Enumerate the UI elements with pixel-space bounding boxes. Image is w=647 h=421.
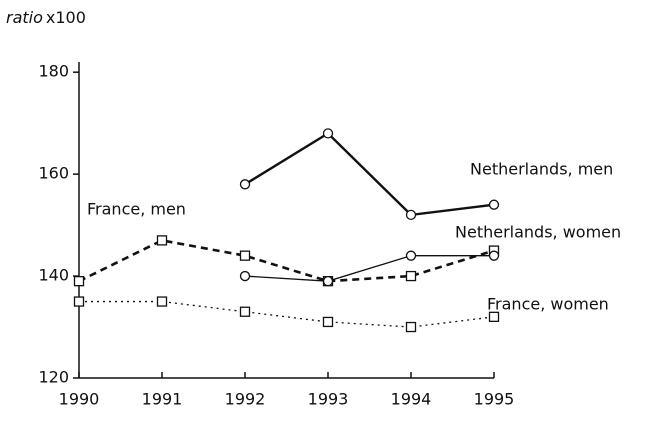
point [156,235,168,246]
point [488,311,500,322]
y-axis-title: ratio x100 [6,8,86,27]
series-label: France, women [487,295,609,314]
point [322,316,334,328]
x-tick-label: 1995 [474,390,515,409]
x-tick-label: 1991 [142,390,183,409]
series-line [244,255,494,282]
point [488,199,500,210]
point [405,250,417,261]
y-label: ratio [6,8,43,27]
y-tick-label: 120 [38,368,69,387]
point [239,270,251,282]
x-tick-label: 1993 [308,390,349,409]
point [488,250,500,261]
point [405,270,417,282]
x-tick-label: 1990 [59,390,100,409]
series-line [244,131,495,217]
y-tick-label: 140 [38,266,69,285]
y-tick-label: 160 [38,164,69,183]
series-label: France, men [87,200,186,219]
x-tick-label: 1994 [391,390,432,409]
series-label: Netherlands, men [470,160,613,179]
point [73,276,85,287]
point [239,179,251,190]
x-tick-label: 1992 [225,390,266,409]
series-line [79,300,495,328]
point [239,250,251,261]
y-tick-label: 180 [38,62,69,81]
series-line [78,239,495,283]
point [405,321,417,333]
point [322,276,334,287]
y-unit: x100 [46,8,86,27]
point [73,296,85,307]
point [405,209,417,221]
point [156,296,168,307]
point [239,306,251,317]
series-label: Netherlands, women [455,223,621,242]
point [322,128,334,139]
